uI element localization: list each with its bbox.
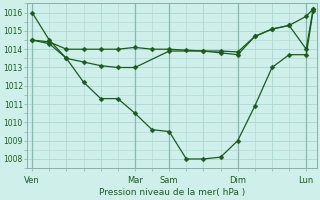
- X-axis label: Pression niveau de la mer( hPa ): Pression niveau de la mer( hPa ): [99, 188, 245, 197]
